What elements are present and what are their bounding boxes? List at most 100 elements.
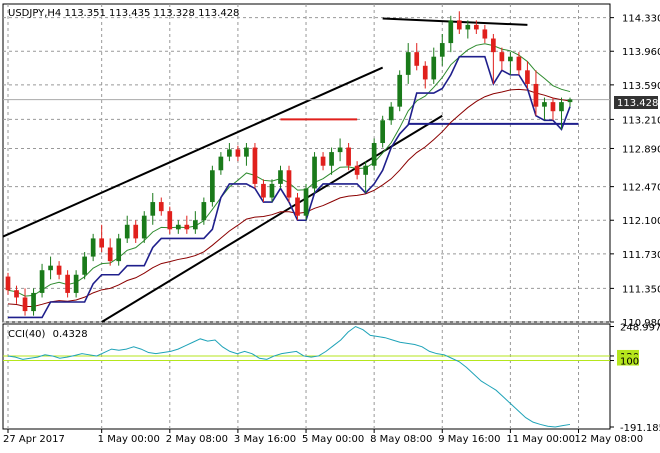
candle-body [167,211,173,230]
candle-body [422,65,428,80]
candle-body [82,256,87,275]
candle-body [312,156,317,189]
candle-body [337,147,343,153]
y-tick-label: 111.350 [622,284,660,295]
candle-body [559,102,564,112]
last-price-tag [614,96,658,109]
candle-body [525,70,530,84]
candle-body [473,24,479,30]
candle-body [380,120,386,144]
candle-body [388,106,394,121]
candle-body [252,147,258,184]
candle-body [192,220,198,230]
y-tick-label: 114.330 [622,14,660,25]
candle-body [439,43,445,57]
candle-body [14,290,19,298]
candle-body [124,224,130,239]
candle-body [371,143,377,166]
candle-body [278,170,283,184]
candle-body [508,56,513,62]
candle-body [329,152,334,166]
candle-body [516,56,522,71]
candle-body [99,238,105,248]
y-tick-label: 112.100 [622,216,660,227]
candle-body [184,224,190,230]
candle-body [227,149,232,157]
grid [3,4,610,429]
cci-name: CCI(40) [8,329,46,340]
candle-body [550,102,556,112]
candle-body [269,183,275,198]
candle-body [295,197,300,216]
cci-level-tag [617,354,639,366]
candle-body [244,147,249,157]
candle-body [31,292,36,312]
ma-red-line [7,88,571,307]
top-resistance-line [382,17,528,26]
candle-body [133,224,139,239]
candle-body [39,270,45,293]
candle-body [491,38,496,53]
x-tick-label: 27 Apr 2017 [3,434,65,445]
candle-body [499,52,505,62]
cci-panel: 248.9974120100-191.1854 [3,323,660,434]
candle-body [542,102,547,107]
candles [5,11,573,316]
candle-body [567,99,573,103]
y-tick-label: 113.210 [622,115,660,126]
candle-body [175,224,181,230]
candle-body [5,276,11,291]
candle-body [201,202,207,221]
candle-body [456,20,462,30]
candle-body [210,170,215,203]
y-tick-label: 113.960 [622,47,660,58]
candle-body [218,156,224,171]
candle-body [22,297,28,312]
cci-title: CCI(40) 0.4328 [8,329,88,340]
candle-body [414,52,420,66]
x-tick-label: 1 May 00:00 [98,434,160,445]
candle-body [482,29,488,39]
candle-body [116,238,122,262]
candle-body [235,149,241,157]
x-axis: 27 Apr 2017 1 May 00:00 2 May 08:00 3 May 1… [3,429,643,445]
cci-line [7,325,571,428]
candle-body [65,274,70,293]
candle-body [90,238,96,257]
candle-body [73,274,79,293]
candle-body [431,56,437,80]
y-axis: 114.330 113.960 113.590 113.210 112.890 112.4… [610,14,660,329]
candle-body [56,265,62,275]
cci-tick-label: 100 [620,357,639,368]
x-tick-label: 8 May 08:00 [370,434,432,445]
last-price-label: 113.428 [617,98,658,109]
candle-body [354,165,360,175]
candle-body [533,83,539,107]
candle-body [320,156,326,166]
candle-body [141,215,147,239]
cci-value: 0.4328 [53,329,88,340]
candle-body [150,202,156,216]
x-tick-label: 12 May 08:00 [575,434,644,445]
candle-body [303,188,309,216]
candle-body [465,24,471,30]
candle-body [286,170,292,198]
candle-body [261,183,266,198]
candle-body [107,247,113,262]
candle-body [448,20,454,44]
chart-title: USDJPY,H4 113.351 113.435 113.328 113.42… [8,8,239,19]
x-tick-label: 2 May 08:00 [166,434,228,445]
y-tick-label: 112.470 [622,183,660,194]
candle-body [346,147,351,166]
x-tick-label: 5 May 00:00 [302,434,364,445]
cci-tick-label: -191.1854 [620,423,660,434]
upper-channel-line [2,66,384,238]
y-tick-label: 112.890 [622,144,660,155]
candle-body [158,202,164,212]
candle-body [48,265,53,271]
cci-plot-background [2,323,611,430]
y-tick-label: 110.980 [622,318,660,329]
cci-tick-label: 248.9974 [620,323,660,334]
